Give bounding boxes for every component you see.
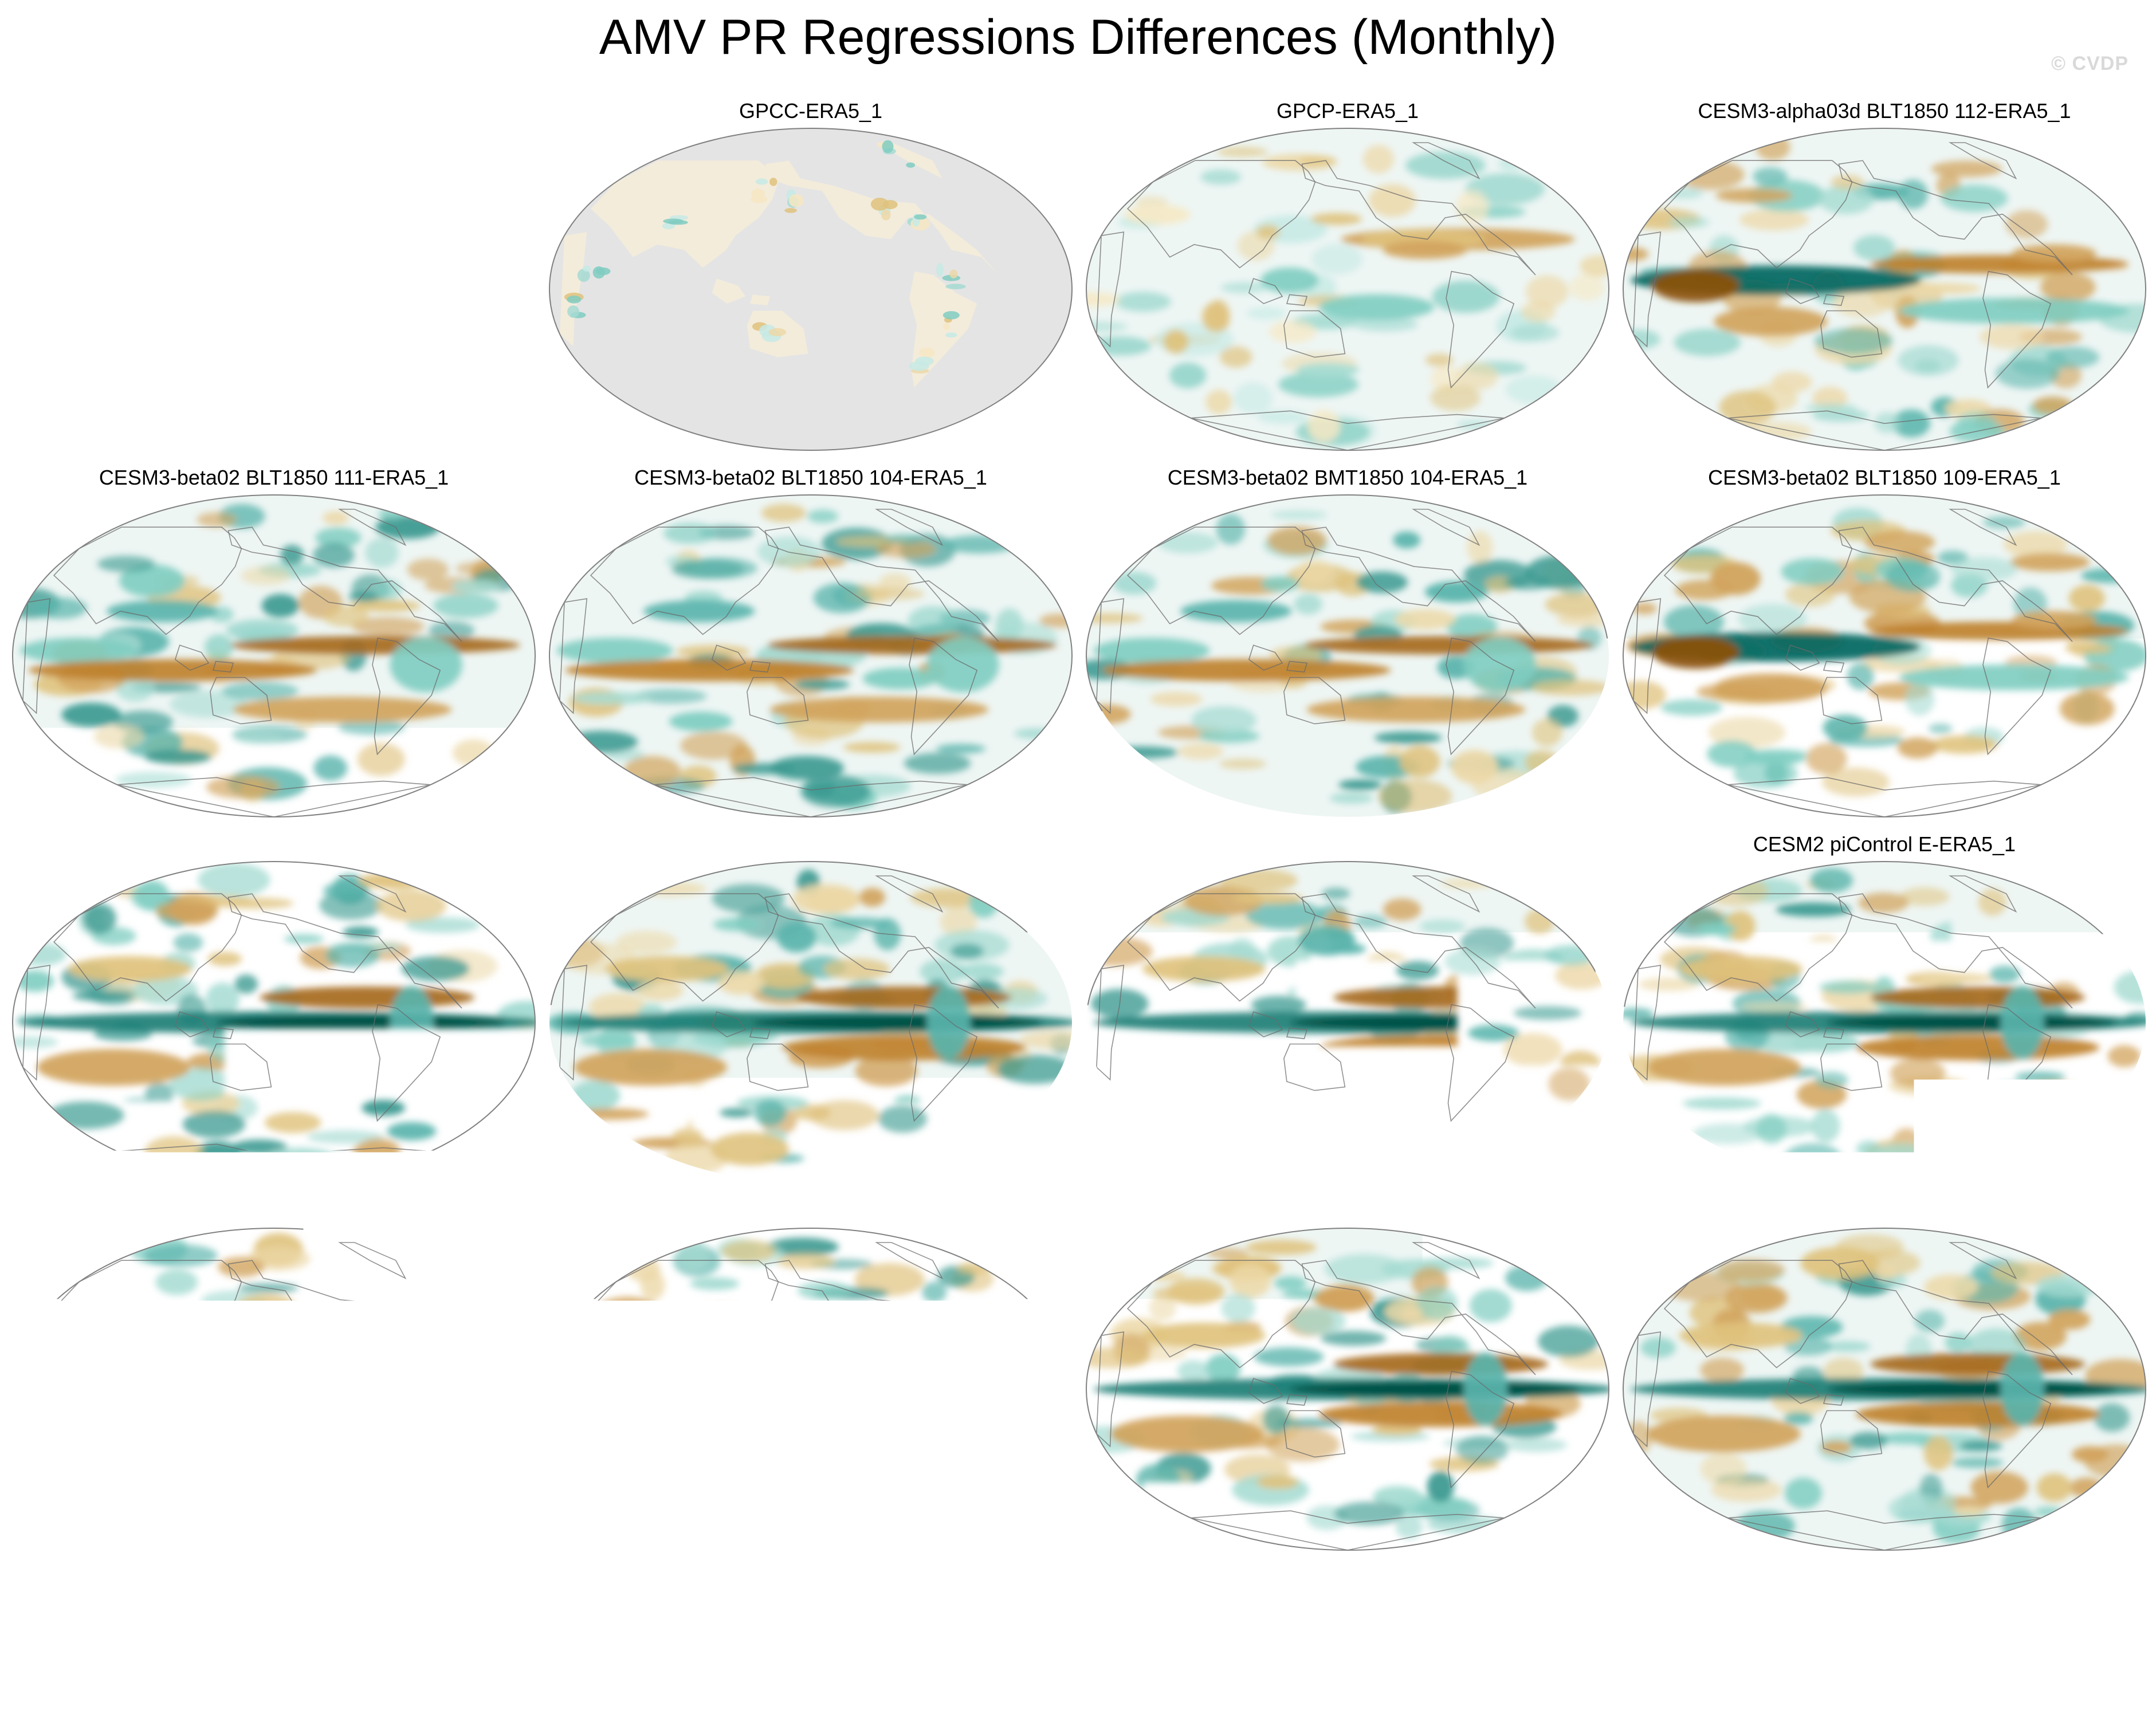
colorbar-swatch	[802, 1595, 871, 1627]
colorbar-swatch	[1357, 1595, 1426, 1627]
map-panel: CESM3-beta02 BLT1850 109-ERA5_1	[1621, 465, 2148, 809]
global-map	[1084, 493, 1611, 819]
map-panel: CESM3-beta02 BLT1850 111-ERA5_1	[10, 465, 537, 809]
colorbar-tick-label: -0.25	[907, 1630, 1044, 1670]
map-panel: CESM2 piControl A-ERA5_1	[1621, 1198, 2148, 1542]
colorbar-tick-label: -4	[491, 1630, 629, 1670]
colorbar-swatch	[663, 1595, 733, 1627]
colorbar-swatch	[1149, 1595, 1218, 1627]
colorbar-swatch	[1218, 1595, 1287, 1627]
global-map	[10, 493, 537, 819]
colorbar-swatch	[941, 1595, 1010, 1627]
colorbar-swatch	[1565, 1595, 1634, 1627]
panel-title: CESM3-beta02 BLT1850 111-ERA5_1	[10, 465, 537, 490]
map-panel: CESM3-beta02 BLT1850 104-ERA5_1	[547, 465, 1074, 809]
colorbar-swatch	[594, 1595, 663, 1627]
colorbar-swatch	[455, 1595, 525, 1627]
map-panel: CESM2 piControl D-ERA5_1	[10, 1198, 537, 1542]
panel-title: CESM2 piControl B-ERA5_1	[1084, 1198, 1611, 1224]
page-title: AMV PR Regressions Differences (Monthly)	[0, 6, 2156, 69]
global-map	[1621, 126, 2148, 453]
colorbar-swatch	[1634, 1595, 1703, 1627]
global-map	[1621, 493, 2148, 819]
global-map	[10, 859, 537, 1186]
panel-title: CESM2 piControl H-ERA5_1	[10, 832, 537, 857]
panel-title: CESM2 piControl D-ERA5_1	[10, 1198, 537, 1224]
panel-title: CESM3-beta02 BLT1850 104-ERA5_1	[547, 465, 1074, 490]
map-panel: CESM2 piControl F-ERA5_1	[1084, 832, 1611, 1175]
colorbar-tick-label: 4	[1600, 1630, 1738, 1670]
panel-title: CESM2 piControl A-ERA5_1	[1621, 1198, 2148, 1224]
map-panel: CESM2 piControl H-ERA5_1	[10, 832, 537, 1175]
panel-title: CESM3-alpha03d BLT1850 112-ERA5_1	[1621, 99, 2148, 124]
colorbar-swatch	[1495, 1595, 1565, 1627]
map-panel: CESM2 piControl E-ERA5_1	[1621, 832, 2148, 1175]
colorbar-tick-label: 0	[1046, 1630, 1183, 1670]
colorbar-swatch	[1703, 1595, 1773, 1627]
colorbar-swatch	[1426, 1595, 1495, 1627]
colorbar-swatch	[525, 1595, 594, 1627]
colorbar-swatch	[733, 1595, 802, 1627]
colorbar-swatch	[386, 1595, 455, 1627]
map-panel: GPCP-ERA5_1	[1084, 99, 1611, 442]
map-panel: CESM2 piControl C-ERA5_1	[547, 1198, 1074, 1542]
global-map	[1084, 1226, 1611, 1552]
colorbar-swatch	[1079, 1595, 1149, 1627]
panel-title: CESM2 piControl E-ERA5_1	[1621, 832, 2148, 857]
colorbar-tick-label: 0.25	[1184, 1630, 1322, 1670]
map-panel: GPCC-ERA5_1	[547, 99, 1074, 442]
colorbar-units: mm/day	[0, 1667, 2156, 1708]
global-map	[547, 493, 1074, 819]
panel-title: GPCP-ERA5_1	[1084, 99, 1611, 124]
global-map	[547, 126, 1074, 453]
panel-title: CESM2 piControl C-ERA5_1	[547, 1198, 1074, 1224]
global-map	[1621, 859, 2148, 1186]
global-map	[1621, 1226, 2148, 1552]
global-map	[10, 1226, 537, 1552]
global-map	[547, 859, 1074, 1186]
colorbar-tick-label: -0.75	[768, 1630, 906, 1670]
colorbar-tick-label: -2	[630, 1630, 767, 1670]
panel-title: CESM3-beta02 BLT1850 109-ERA5_1	[1621, 465, 2148, 490]
colorbar	[386, 1595, 1773, 1627]
map-panel: CESM2 piControl B-ERA5_1	[1084, 1198, 1611, 1542]
panel-title: CESM2 piControl G-ERA5_1	[547, 832, 1074, 857]
colorbar-swatch	[1010, 1595, 1079, 1627]
colorbar-swatch	[1287, 1595, 1357, 1627]
map-panel: CESM3-alpha03d BLT1850 112-ERA5_1	[1621, 99, 2148, 442]
colorbar-swatch	[871, 1595, 941, 1627]
panel-title: CESM3-beta02 BMT1850 104-ERA5_1	[1084, 465, 1611, 490]
map-panel: CESM2 piControl G-ERA5_1	[547, 832, 1074, 1175]
global-map	[547, 1226, 1074, 1552]
colorbar-tick-label: 2	[1462, 1630, 1599, 1670]
global-map	[1084, 859, 1611, 1186]
panel-title: CESM2 piControl F-ERA5_1	[1084, 832, 1611, 857]
panel-title: GPCC-ERA5_1	[547, 99, 1074, 124]
colorbar-tick-label: 0.75	[1323, 1630, 1460, 1670]
global-map	[1084, 126, 1611, 453]
watermark: © CVDP	[2051, 53, 2128, 75]
map-panel: CESM3-beta02 BMT1850 104-ERA5_1	[1084, 465, 1611, 809]
